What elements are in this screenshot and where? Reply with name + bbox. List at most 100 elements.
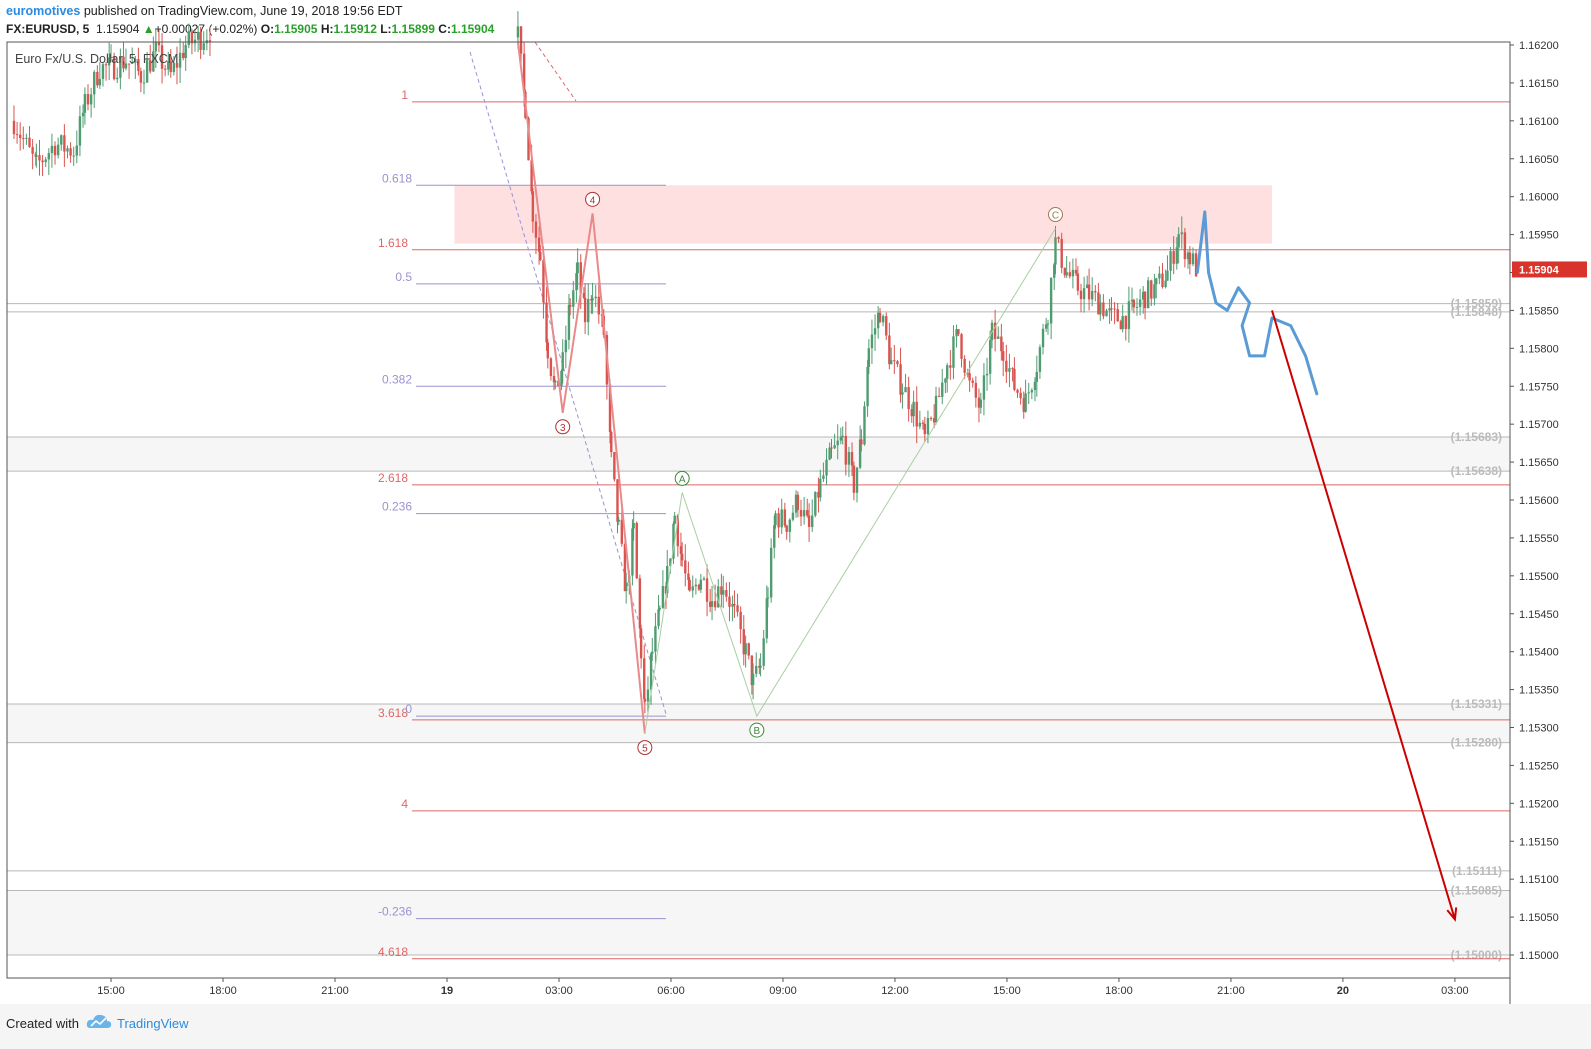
candle-body [534, 221, 538, 238]
candle-body [31, 146, 34, 154]
wave-label: B [754, 726, 761, 737]
candle-body [866, 366, 869, 407]
candle-body [982, 375, 986, 400]
candle-body [1102, 302, 1105, 317]
target-arrow[interactable] [1271, 310, 1456, 920]
candle-body [199, 31, 202, 50]
level-label: (1.15638) [1451, 464, 1502, 478]
candle-body [890, 360, 893, 365]
candle-body [1166, 270, 1169, 281]
level-label: (1.15111) [1452, 864, 1502, 878]
y-tick-label: 1.15250 [1519, 760, 1559, 772]
candle-body [522, 53, 526, 92]
candle-body [613, 452, 616, 480]
candle-body [167, 61, 170, 70]
candle-body [623, 543, 627, 592]
candle-body [1155, 278, 1158, 285]
candle-body [1188, 252, 1192, 265]
candle-body [904, 387, 907, 393]
candle-body [941, 382, 944, 397]
candle-body [807, 515, 811, 528]
candle-body [47, 153, 51, 160]
candle-body [855, 467, 859, 493]
candle-body [587, 299, 590, 323]
candle-body [794, 494, 798, 513]
candle-body [811, 515, 814, 528]
candle-body [597, 296, 601, 315]
candle-body [163, 68, 167, 70]
price-axis[interactable] [1511, 42, 1591, 1004]
candle-body [759, 665, 762, 668]
candle-body [796, 494, 800, 511]
publish-line: euromotives published on TradingView.com… [6, 4, 403, 18]
wave-label: A [679, 474, 686, 485]
candle-body [63, 135, 66, 152]
candle-body [915, 401, 918, 427]
candle-body [1022, 398, 1025, 412]
candle-body [38, 155, 41, 161]
candle-body [632, 522, 635, 529]
candle-body [985, 373, 989, 376]
candle-body [1191, 253, 1195, 265]
candle-body [742, 629, 745, 655]
fib-extension-label: 4 [401, 797, 408, 811]
candle-body [817, 491, 820, 498]
candle-body [1175, 247, 1179, 264]
candle-body [1108, 308, 1111, 311]
candle-body [957, 329, 960, 335]
x-tick-label: 18:00 [1105, 985, 1133, 997]
resistance-zone[interactable] [454, 185, 1272, 244]
candle-body [1094, 291, 1097, 293]
candle-body [791, 512, 795, 520]
candle-body [560, 370, 563, 387]
arrowhead-icon [1446, 907, 1458, 922]
y-tick-label: 1.15350 [1519, 685, 1559, 697]
price-chart[interactable]: (1.15859)(1.15848) (1.15683) (1.15638) (1.1… [0, 0, 1591, 1004]
level-label: (1.15848) [1451, 305, 1502, 319]
candle-body [96, 71, 99, 86]
candle-body [527, 117, 530, 161]
candle-body [616, 479, 619, 522]
candle-body [1169, 251, 1172, 271]
candle-body [1071, 269, 1075, 277]
candle-body [755, 665, 758, 674]
candle-body [937, 395, 941, 397]
x-tick-label: 21:00 [1217, 985, 1245, 997]
candle-body [72, 155, 75, 157]
author-link[interactable]: euromotives [6, 4, 81, 18]
y-tick-label: 1.15750 [1519, 381, 1559, 393]
projection-path[interactable] [1195, 210, 1319, 396]
candle-body [997, 336, 1000, 339]
candle-body [196, 31, 200, 40]
candle-body [83, 93, 87, 113]
candle-body [15, 134, 19, 136]
candle-body [1068, 272, 1071, 277]
candle-body [876, 312, 880, 329]
candle-body [1057, 237, 1060, 239]
candle-body [934, 395, 938, 423]
candle-body [35, 155, 38, 157]
candle-body [172, 63, 176, 73]
tradingview-link[interactable]: TradingView [117, 1016, 189, 1031]
candle-body [591, 298, 594, 301]
impulse-wave-line[interactable] [516, 41, 646, 734]
candle-body [1161, 273, 1164, 288]
wave-label: C [1052, 211, 1059, 222]
candle-body [1186, 252, 1190, 260]
candle-body [773, 525, 776, 548]
candle-body [946, 365, 949, 379]
x-tick-label: 21:00 [321, 985, 349, 997]
up-triangle-icon: ▲ [142, 22, 155, 36]
x-tick-label: 06:00 [657, 985, 685, 997]
candle-body [98, 78, 102, 86]
candle-body [576, 262, 579, 274]
candle-body [766, 597, 770, 599]
candle-body [680, 553, 684, 561]
candle-body [112, 56, 116, 80]
candle-body [1142, 291, 1145, 300]
candle-body [1113, 308, 1116, 310]
corrective-wave-line[interactable] [644, 228, 1056, 734]
candle-body [44, 159, 47, 163]
wave-label-circle [585, 191, 601, 207]
candle-body [1087, 284, 1091, 300]
